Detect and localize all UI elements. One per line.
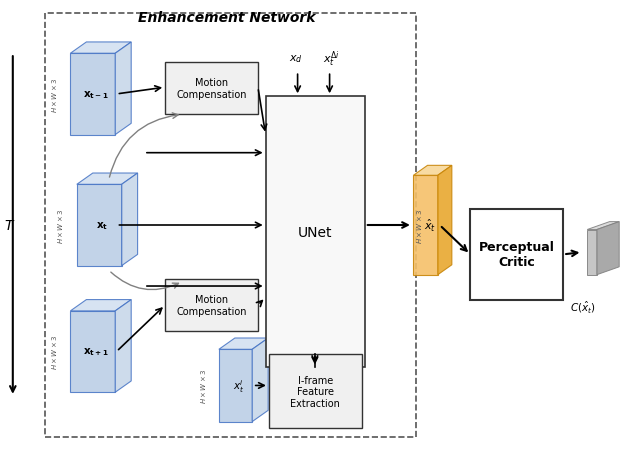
FancyBboxPatch shape [266,97,365,368]
Text: Enhancement Network: Enhancement Network [138,11,316,25]
Polygon shape [122,174,138,266]
Text: $H \times W \times 3$: $H \times W \times 3$ [199,368,208,403]
Polygon shape [413,176,438,275]
Polygon shape [219,338,268,350]
Text: $\mathbf{x_{t-1}}$: $\mathbf{x_{t-1}}$ [83,89,109,101]
Text: $H \times W \times 3$: $H \times W \times 3$ [415,208,424,243]
Polygon shape [70,311,115,392]
Polygon shape [219,350,252,422]
Polygon shape [438,166,452,275]
Polygon shape [115,43,131,135]
FancyBboxPatch shape [269,354,362,428]
FancyBboxPatch shape [165,280,258,331]
Text: $C(\hat{x}_t)$: $C(\hat{x}_t)$ [570,299,595,315]
Text: Perceptual
Critic: Perceptual Critic [479,241,555,269]
Text: I-frame
Feature
Extraction: I-frame Feature Extraction [291,375,340,408]
Text: $x_t^{\Delta i}$: $x_t^{\Delta i}$ [323,49,340,69]
Polygon shape [115,300,131,392]
Text: $T$: $T$ [4,219,15,232]
Polygon shape [70,43,131,54]
Polygon shape [70,54,115,135]
Text: $\hat{x}_t$: $\hat{x}_t$ [424,217,436,234]
Polygon shape [588,230,596,275]
Polygon shape [252,338,268,422]
Polygon shape [588,222,620,230]
Text: $H \times W \times 3$: $H \times W \times 3$ [50,334,59,369]
Text: Motion
Compensation: Motion Compensation [176,78,247,100]
Text: $x_d$: $x_d$ [289,53,303,64]
Polygon shape [77,174,138,185]
Polygon shape [596,222,620,275]
Text: UNet: UNet [298,226,332,239]
FancyBboxPatch shape [165,63,258,115]
Text: $x_t^i$: $x_t^i$ [233,377,244,394]
Text: $\mathbf{x_{t+1}}$: $\mathbf{x_{t+1}}$ [83,346,109,358]
Text: $\mathbf{x_t}$: $\mathbf{x_t}$ [96,220,109,231]
Polygon shape [413,166,452,176]
FancyBboxPatch shape [470,210,563,300]
Text: $H \times W \times 3$: $H \times W \times 3$ [50,77,59,112]
Text: Motion
Compensation: Motion Compensation [176,295,247,316]
Polygon shape [70,300,131,311]
Text: $H \times W \times 3$: $H \times W \times 3$ [56,208,65,243]
Polygon shape [77,185,122,266]
